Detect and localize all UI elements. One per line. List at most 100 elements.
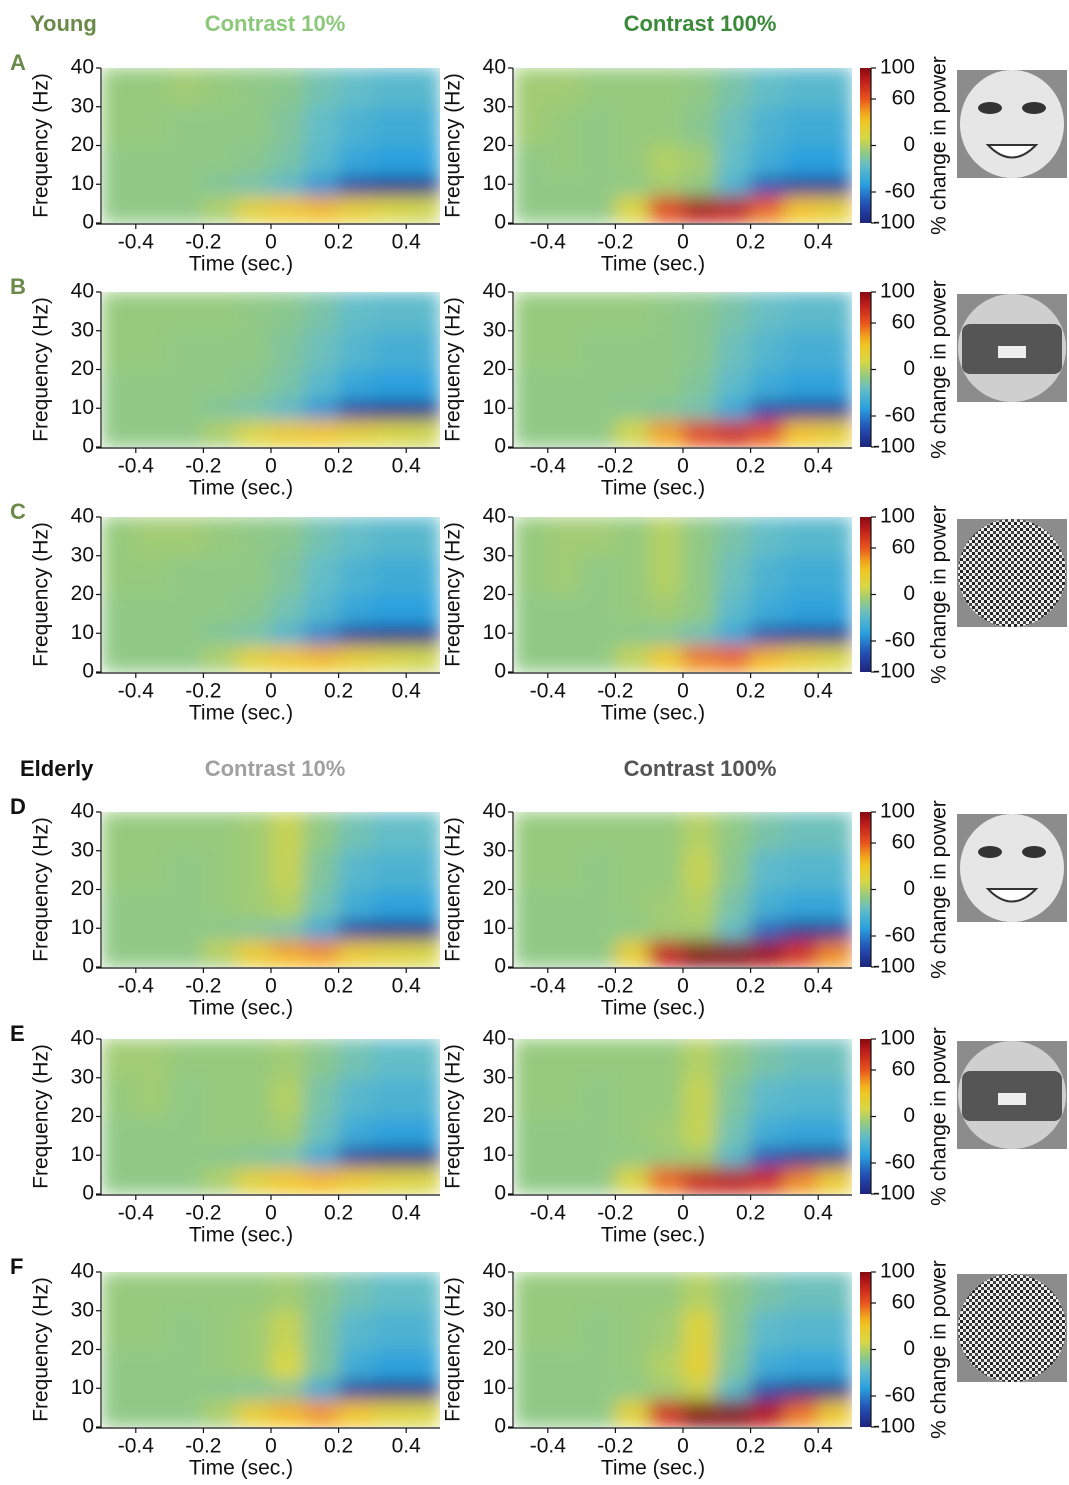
heatmap-cell	[817, 889, 852, 921]
x-axis-label: Time (sec.)	[189, 1457, 293, 1480]
heatmap-cell	[581, 1380, 616, 1401]
y-tick-label: 10	[483, 396, 506, 419]
heatmap-cell	[338, 1272, 373, 1312]
heatmap-cell	[614, 68, 650, 108]
heatmap-cell	[614, 1181, 650, 1194]
heatmap-cell	[682, 1380, 718, 1401]
heatmap-cell	[169, 330, 204, 370]
x-tick-label: -0.2	[597, 455, 633, 478]
y-tick-label: 40	[71, 505, 94, 528]
heatmap-cell	[102, 419, 137, 436]
heatmap-cell	[102, 850, 137, 890]
heatmap-cell	[405, 330, 440, 370]
heatmap-cell	[270, 889, 306, 921]
x-tick-label: -0.4	[530, 1202, 567, 1225]
x-tick-label: 0.2	[324, 1202, 353, 1225]
heatmap-cell	[817, 517, 852, 557]
heatmap-cell	[750, 850, 785, 890]
x-tick-label: 0	[265, 231, 277, 254]
heatmap-cell	[547, 644, 583, 661]
x-tick-label: 0.4	[392, 1435, 422, 1458]
column-title: Contrast 100%	[624, 756, 777, 781]
heatmap-cell	[405, 1039, 440, 1079]
heatmap-cell	[169, 145, 204, 177]
y-tick-label: 40	[483, 56, 506, 79]
heatmap-cell	[270, 145, 306, 177]
heatmap-cell	[338, 400, 373, 421]
heatmap-cell	[338, 434, 373, 447]
heatmap-cell	[304, 210, 340, 223]
heatmap-cell	[135, 1039, 171, 1079]
heatmap-cell	[514, 1116, 549, 1148]
heatmap-cell	[648, 1181, 684, 1194]
heatmap-cell	[614, 145, 650, 177]
heatmap-cell	[102, 68, 137, 108]
heatmap-cell	[614, 939, 650, 956]
x-axis-label: Time (sec.)	[189, 253, 293, 276]
heatmap-cell	[648, 1310, 684, 1350]
heatmap-cell	[648, 1414, 684, 1427]
heatmap-cell	[270, 1077, 306, 1117]
heatmap-cell	[371, 369, 407, 401]
heatmap-cell	[102, 400, 137, 421]
colorbar-tick-label: 0	[903, 1104, 915, 1127]
column-title: Contrast 100%	[624, 11, 777, 36]
y-tick-label: 0	[82, 1415, 94, 1438]
heatmap-cell	[783, 1399, 819, 1416]
heatmap-cell	[817, 594, 852, 626]
heatmap-cell	[338, 644, 373, 661]
heatmap-cell	[648, 195, 684, 212]
heatmap-cell	[716, 176, 752, 197]
heatmap-cell	[405, 1414, 440, 1427]
heatmap-cell	[648, 369, 684, 401]
heatmap-cell	[716, 292, 752, 332]
colorbar-tick-label: 100	[880, 505, 915, 528]
heatmap-cells	[514, 812, 852, 967]
heatmap-cell	[682, 625, 718, 646]
heatmap-cell	[750, 369, 785, 401]
heatmap-cell	[270, 1116, 306, 1148]
heatmap-cell	[102, 1116, 137, 1148]
heatmap-cell	[648, 1116, 684, 1148]
heatmap-cell	[547, 939, 583, 956]
colorbar-label: % change in power	[928, 505, 951, 684]
heatmap-cell	[750, 1272, 785, 1312]
heatmap-cell	[338, 195, 373, 212]
heatmap-cell	[817, 920, 852, 941]
heatmap-cell	[750, 889, 785, 921]
y-tick-label: 0	[494, 955, 506, 978]
heatmap-cell	[817, 1147, 852, 1168]
heatmap-cell	[135, 1310, 171, 1350]
heatmap-cell	[682, 594, 718, 626]
colorbar	[860, 517, 871, 672]
heatmap-cell	[236, 292, 272, 332]
heatmap-cell	[581, 1181, 616, 1194]
y-tick-label: 10	[71, 396, 94, 419]
heatmap-cell	[270, 106, 306, 146]
y-tick-label: 20	[483, 357, 506, 380]
heatmap-cell	[783, 1272, 819, 1312]
heatmap-cell	[581, 1310, 616, 1350]
heatmap-cell	[304, 920, 340, 941]
heatmap-cell	[102, 1349, 137, 1381]
y-axis-label: Frequency (Hz)	[442, 1277, 465, 1422]
heatmap-cell	[682, 889, 718, 921]
heatmap-cell	[371, 68, 407, 108]
x-tick-label: -0.2	[185, 231, 221, 254]
heatmap-cell	[371, 1039, 407, 1079]
heatmap-cell	[648, 1399, 684, 1416]
heatmap-cell	[270, 292, 306, 332]
heatmap-cell	[750, 1380, 785, 1401]
heatmap-cells	[514, 292, 852, 447]
heatmap-cell	[102, 659, 137, 672]
colorbar-tick-label: -100	[873, 660, 915, 683]
heatmap-cell	[581, 659, 616, 672]
heatmap-cell	[338, 625, 373, 646]
x-axis-label: Time (sec.)	[601, 997, 705, 1020]
x-axis-label: Time (sec.)	[601, 1457, 705, 1480]
heatmap-cell	[547, 812, 583, 852]
heatmap-cell	[783, 659, 819, 672]
x-tick-label: 0.4	[804, 1435, 834, 1458]
heatmap-cell	[716, 625, 752, 646]
heatmap-cell	[135, 850, 171, 890]
